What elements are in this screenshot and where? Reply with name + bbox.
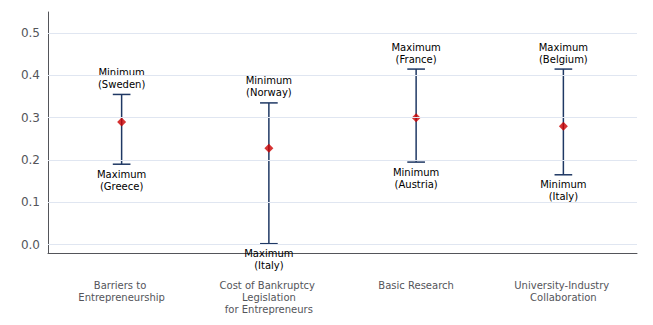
svg-text:(Austria): (Austria) [395, 179, 438, 190]
svg-text:Minimum: Minimum [246, 75, 292, 86]
svg-text:Legislation: Legislation [242, 292, 296, 303]
svg-text:Collaboration: Collaboration [530, 292, 597, 303]
svg-text:Cost of Bankruptcy: Cost of Bankruptcy [220, 280, 319, 291]
svg-text:(Sweden): (Sweden) [98, 79, 145, 90]
svg-text:Minimum: Minimum [98, 67, 144, 78]
svg-text:Maximum: Maximum [391, 42, 440, 53]
svg-text:Basic Research: Basic Research [378, 280, 454, 291]
svg-text:0.2: 0.2 [21, 153, 40, 167]
svg-text:Barriers to: Barriers to [94, 280, 150, 291]
svg-text:0.3: 0.3 [21, 111, 40, 125]
svg-text:Minimum: Minimum [540, 179, 586, 190]
svg-text:(Italy): (Italy) [549, 191, 579, 202]
svg-text:0.0: 0.0 [21, 238, 40, 252]
svg-text:Maximum: Maximum [97, 169, 146, 180]
svg-text:Minimum: Minimum [393, 167, 439, 178]
svg-text:0.4: 0.4 [21, 68, 40, 82]
svg-text:(France): (France) [396, 54, 437, 65]
svg-text:(Belgium): (Belgium) [539, 54, 588, 65]
svg-text:0.5: 0.5 [21, 26, 40, 40]
svg-text:Entrepreneurship: Entrepreneurship [78, 292, 165, 303]
svg-text:(Norway): (Norway) [246, 87, 292, 98]
svg-text:Maximum: Maximum [244, 248, 293, 259]
svg-text:for Entrepreneurs: for Entrepreneurs [225, 304, 313, 315]
svg-text:(Greece): (Greece) [100, 181, 143, 192]
svg-text:(Italy): (Italy) [254, 260, 284, 271]
svg-text:Maximum: Maximum [539, 42, 588, 53]
svg-text:0.1: 0.1 [21, 195, 40, 209]
svg-text:University-Industry: University-Industry [514, 280, 612, 291]
